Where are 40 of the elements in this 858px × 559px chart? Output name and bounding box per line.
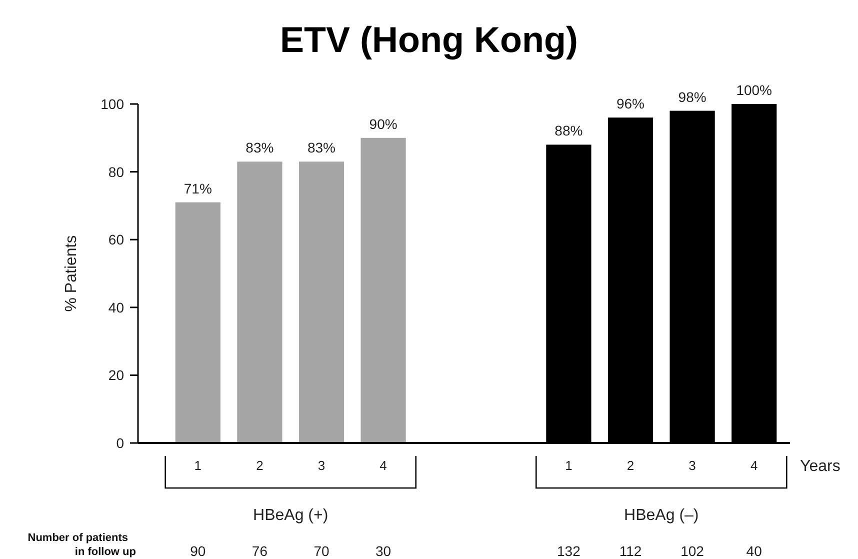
- x-tick-label: 2: [256, 458, 264, 473]
- data-label: 83%: [307, 140, 336, 156]
- y-tick-label: 40: [108, 299, 124, 316]
- data-label: 88%: [554, 122, 583, 139]
- text: HBeAg (+): [253, 507, 328, 524]
- bar: [360, 138, 406, 443]
- y-tick-label: 0: [116, 435, 124, 451]
- x-tick-label: 4: [380, 458, 387, 473]
- y-tick-label: 100: [100, 96, 124, 112]
- data-label: 100%: [736, 82, 772, 98]
- y-axis-title: % Patients: [63, 235, 80, 312]
- data-label: 96%: [616, 96, 645, 112]
- x-tick-label: 1: [565, 458, 572, 473]
- bar: [175, 202, 220, 443]
- data-label: 83%: [246, 140, 274, 156]
- text: 30: [376, 543, 392, 559]
- data-label: 71%: [184, 180, 212, 196]
- x-tick-label: 3: [688, 458, 696, 473]
- x-axis-title: Years: [800, 458, 840, 475]
- x-tick-label: 2: [626, 458, 634, 473]
- text: HBeAg (–): [624, 507, 699, 524]
- bar: [237, 162, 282, 443]
- bar: [298, 162, 344, 443]
- y-tick-label: 20: [108, 367, 124, 384]
- text: Number of patients in follow up: [28, 532, 136, 558]
- text: 70: [314, 543, 330, 559]
- chart-title: ETV (Hong Kong): [280, 19, 578, 60]
- text: 90: [190, 543, 206, 559]
- y-tick-label: 60: [108, 232, 124, 248]
- text: 112: [619, 543, 642, 559]
- x-tick-label: 4: [750, 458, 758, 473]
- text: 102: [680, 543, 704, 559]
- data-label: 90%: [369, 116, 398, 132]
- x-tick-label: 3: [318, 458, 326, 473]
- text: 76: [252, 543, 268, 559]
- text: 40: [746, 543, 762, 559]
- x-tick-label: 1: [194, 458, 202, 473]
- data-label: 98%: [678, 88, 706, 105]
- text: 132: [557, 543, 581, 559]
- y-tick-label: 80: [108, 164, 124, 180]
